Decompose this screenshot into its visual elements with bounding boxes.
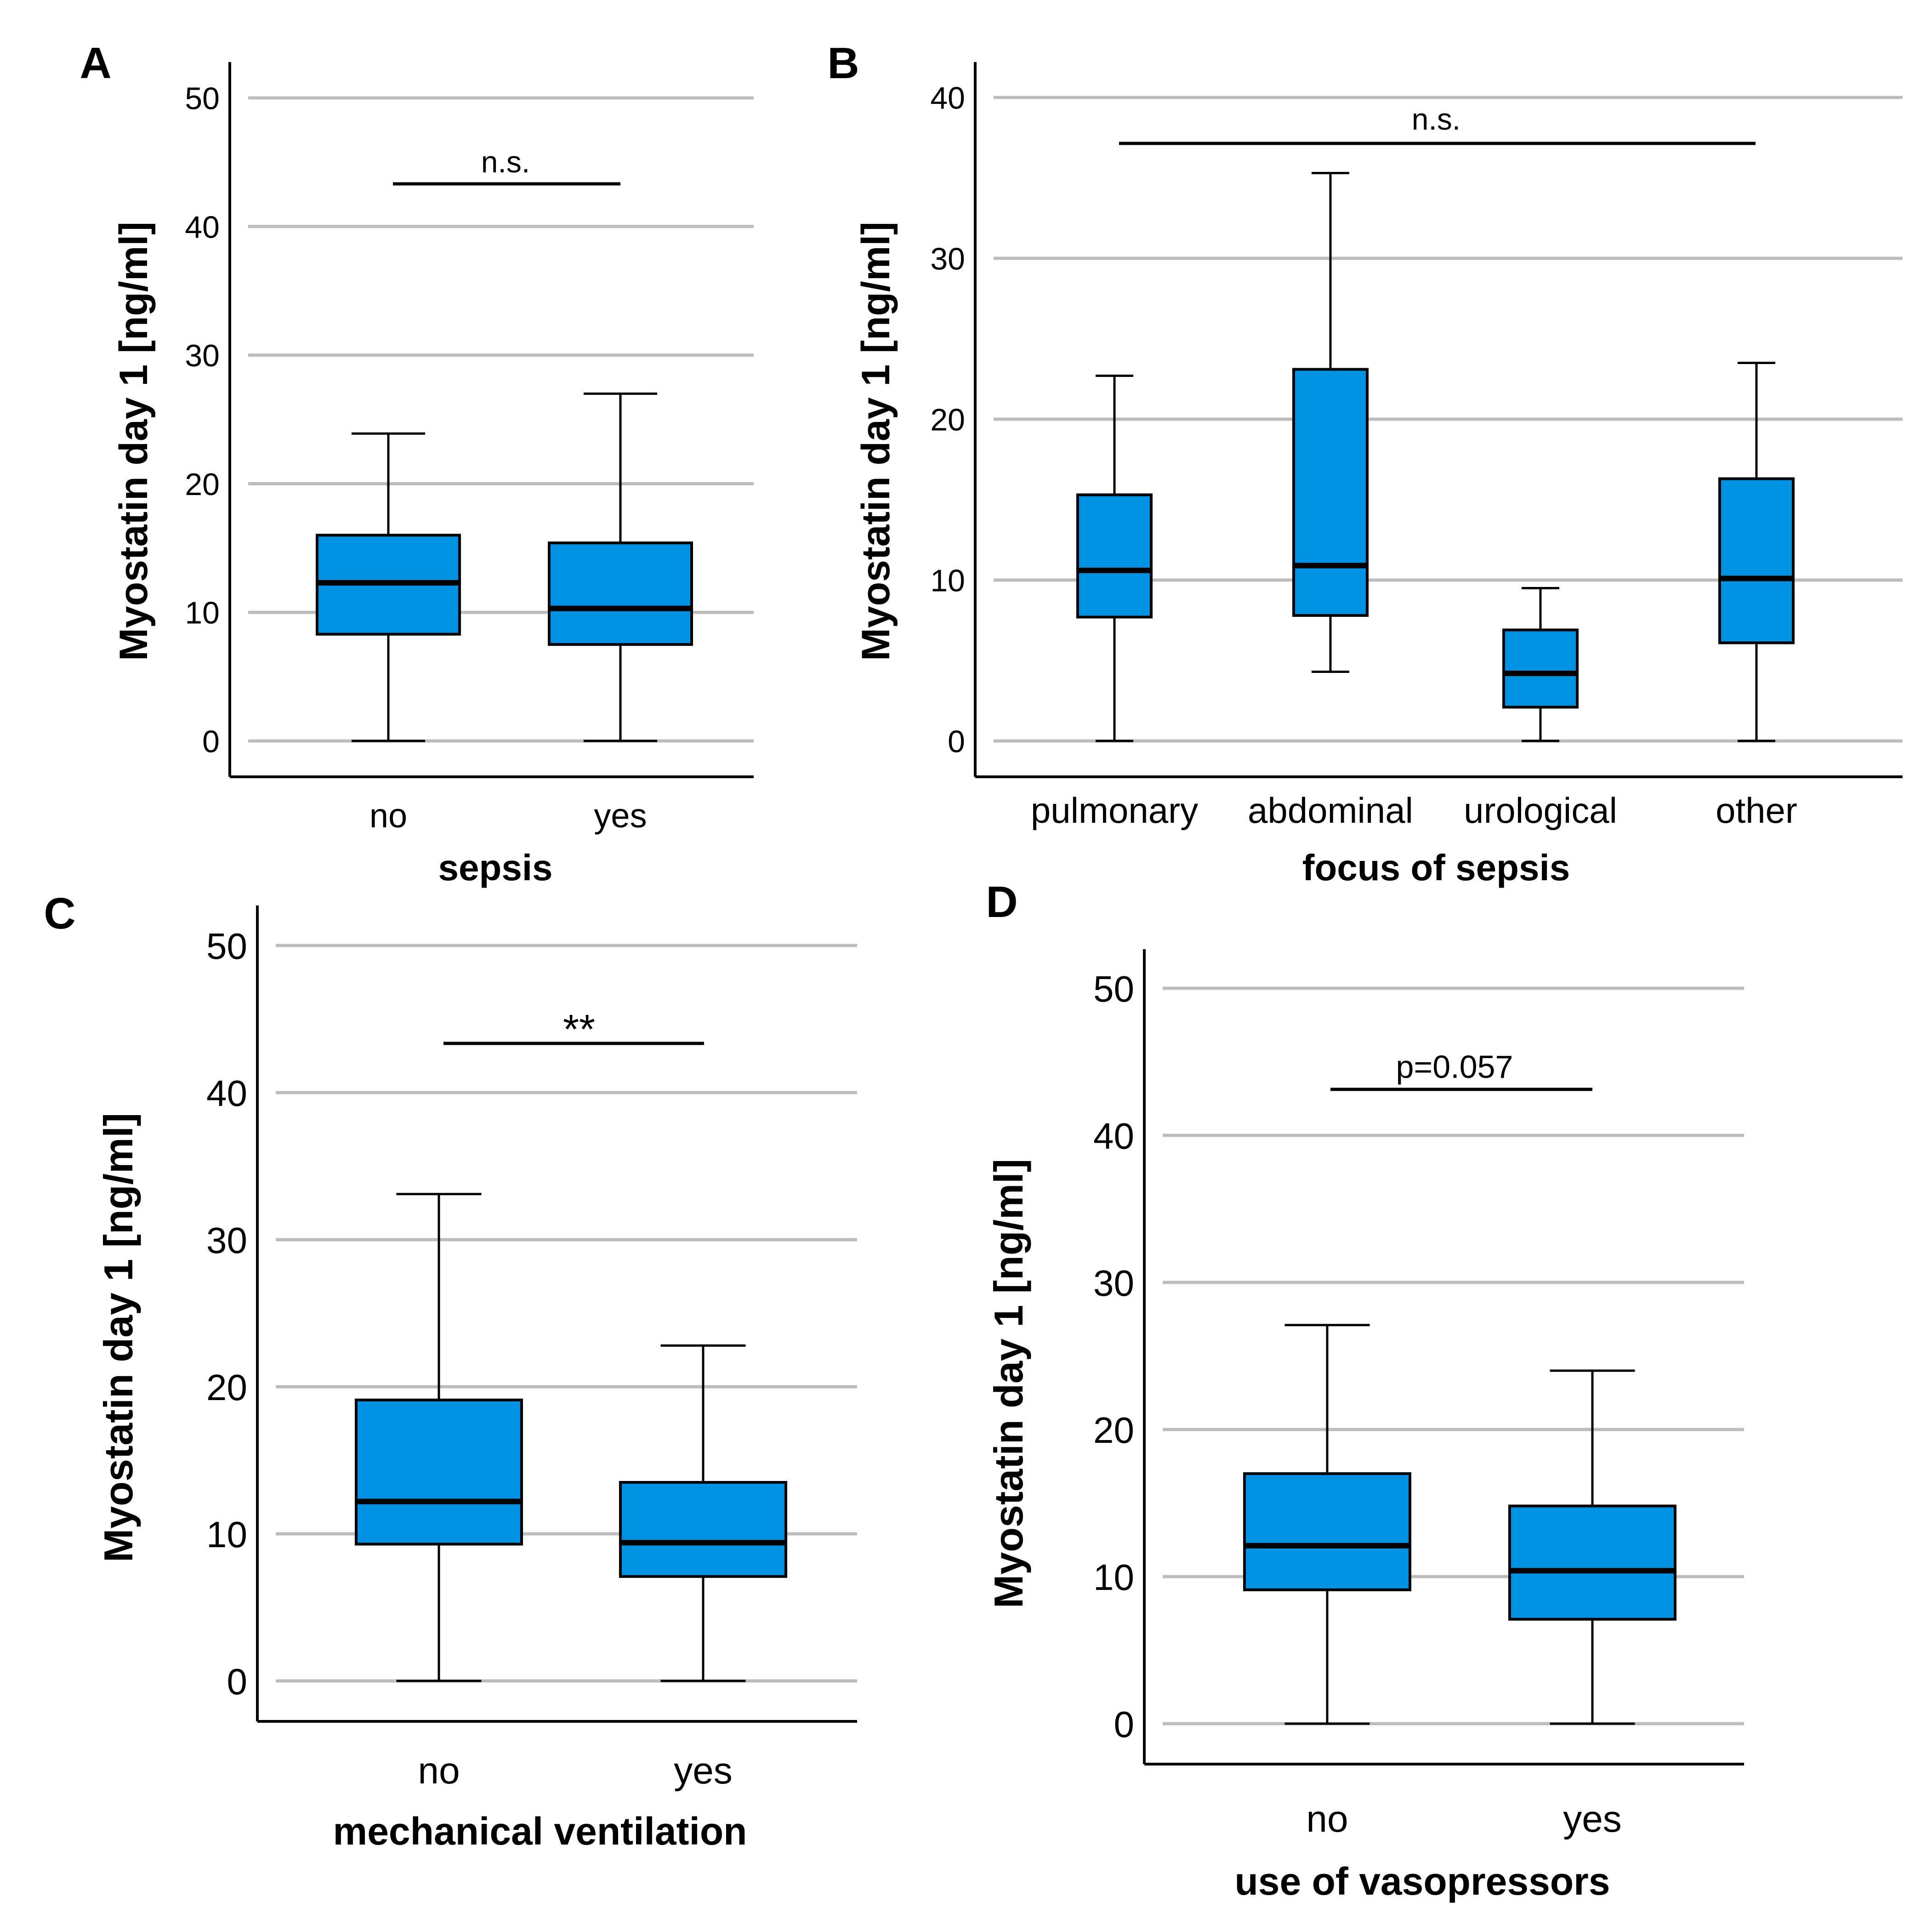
x-tick-label: urological — [1464, 790, 1617, 831]
y-tick-label: 50 — [185, 81, 220, 116]
x-axis-title: mechanical ventilation — [333, 1810, 747, 1853]
panel-letter: D — [986, 877, 1017, 927]
y-tick-label: 0 — [227, 1661, 248, 1702]
x-tick-label: no — [418, 1750, 460, 1792]
iqr-box — [1076, 493, 1153, 619]
x-tick-label: yes — [1563, 1798, 1622, 1840]
panel-a: A 0 10 20 30 40 50 no yes sepsis Myostatin day 1 [… — [80, 39, 754, 888]
box-plot-no — [355, 1193, 523, 1682]
box-plot-abdominal — [1292, 172, 1369, 673]
y-tick-label: 40 — [930, 80, 965, 115]
x-tick-label: yes — [674, 1750, 733, 1792]
y-tick-label: 50 — [206, 926, 247, 967]
iqr-box — [619, 1481, 787, 1578]
iqr-box — [1508, 1504, 1676, 1621]
y-axis-title: Myostatin day 1 [ng/ml] — [986, 1159, 1031, 1608]
y-tick-label: 30 — [1093, 1263, 1134, 1304]
y-tick-label: 10 — [930, 563, 965, 598]
y-tick-label: 20 — [185, 467, 220, 502]
y-tick-label: 30 — [206, 1220, 247, 1261]
iqr-box — [355, 1398, 523, 1546]
significance-label: ** — [563, 1007, 595, 1053]
box-plot-yes — [548, 393, 693, 742]
y-axis-title: Myostatin day 1 [ng/ml] — [96, 1113, 141, 1562]
box-plot-yes — [619, 1344, 787, 1682]
panel-c: C 0 10 20 30 40 50 no yes mechanical ventilation M… — [44, 889, 857, 1853]
panel-b: B 0 10 20 30 40 pulmonary abdominal urological ot… — [827, 39, 1903, 888]
x-tick-label: yes — [594, 797, 647, 835]
box-plot-no — [316, 432, 461, 742]
iqr-box — [548, 541, 693, 646]
x-tick-label: no — [1306, 1798, 1348, 1840]
y-tick-label: 50 — [1093, 968, 1134, 1009]
y-tick-label: 40 — [185, 210, 220, 245]
box-plot-urological — [1502, 587, 1579, 742]
x-tick-label: no — [369, 797, 407, 835]
y-axis-title: Myostatin day 1 [ng/ml] — [854, 222, 898, 661]
y-tick-label: 20 — [1093, 1410, 1134, 1451]
panel-letter: B — [827, 39, 859, 88]
y-tick-label: 20 — [206, 1367, 247, 1408]
y-tick-label: 40 — [1093, 1116, 1134, 1156]
iqr-box — [1243, 1472, 1411, 1591]
box-plot-other — [1718, 362, 1795, 742]
x-axis-title: use of vasopressors — [1234, 1860, 1610, 1903]
y-tick-label: 10 — [1093, 1557, 1134, 1598]
y-tick-label: 10 — [185, 596, 220, 631]
y-tick-label: 0 — [202, 724, 220, 759]
significance-label: n.s. — [1412, 102, 1460, 136]
y-tick-label: 30 — [930, 241, 965, 276]
box-plot-pulmonary — [1076, 375, 1153, 742]
y-tick-label: 20 — [930, 402, 965, 437]
box-plot-no — [1243, 1324, 1411, 1725]
panel-letter: A — [80, 39, 111, 88]
x-axis-title: focus of sepsis — [1302, 847, 1570, 888]
panel-d: D 0 10 20 30 40 50 no yes use of vasopressors Myos… — [986, 877, 1744, 1903]
y-tick-label: 0 — [948, 724, 965, 759]
x-tick-label: pulmonary — [1031, 790, 1198, 831]
x-tick-label: abdominal — [1248, 790, 1413, 831]
panel-letter: C — [44, 889, 75, 938]
significance-label: p=0.057 — [1396, 1049, 1513, 1085]
y-tick-label: 0 — [1114, 1704, 1135, 1745]
iqr-box — [1292, 368, 1369, 617]
y-tick-label: 30 — [185, 338, 220, 373]
y-tick-label: 40 — [206, 1073, 247, 1114]
x-tick-label: other — [1716, 790, 1797, 831]
box-plot-yes — [1508, 1369, 1676, 1725]
y-tick-label: 10 — [206, 1514, 247, 1555]
x-axis-title: sepsis — [438, 847, 552, 888]
iqr-box — [1718, 477, 1795, 644]
significance-label: n.s. — [481, 145, 530, 179]
iqr-box — [1502, 628, 1579, 709]
y-axis-title: Myostatin day 1 [ng/ml] — [112, 222, 156, 661]
